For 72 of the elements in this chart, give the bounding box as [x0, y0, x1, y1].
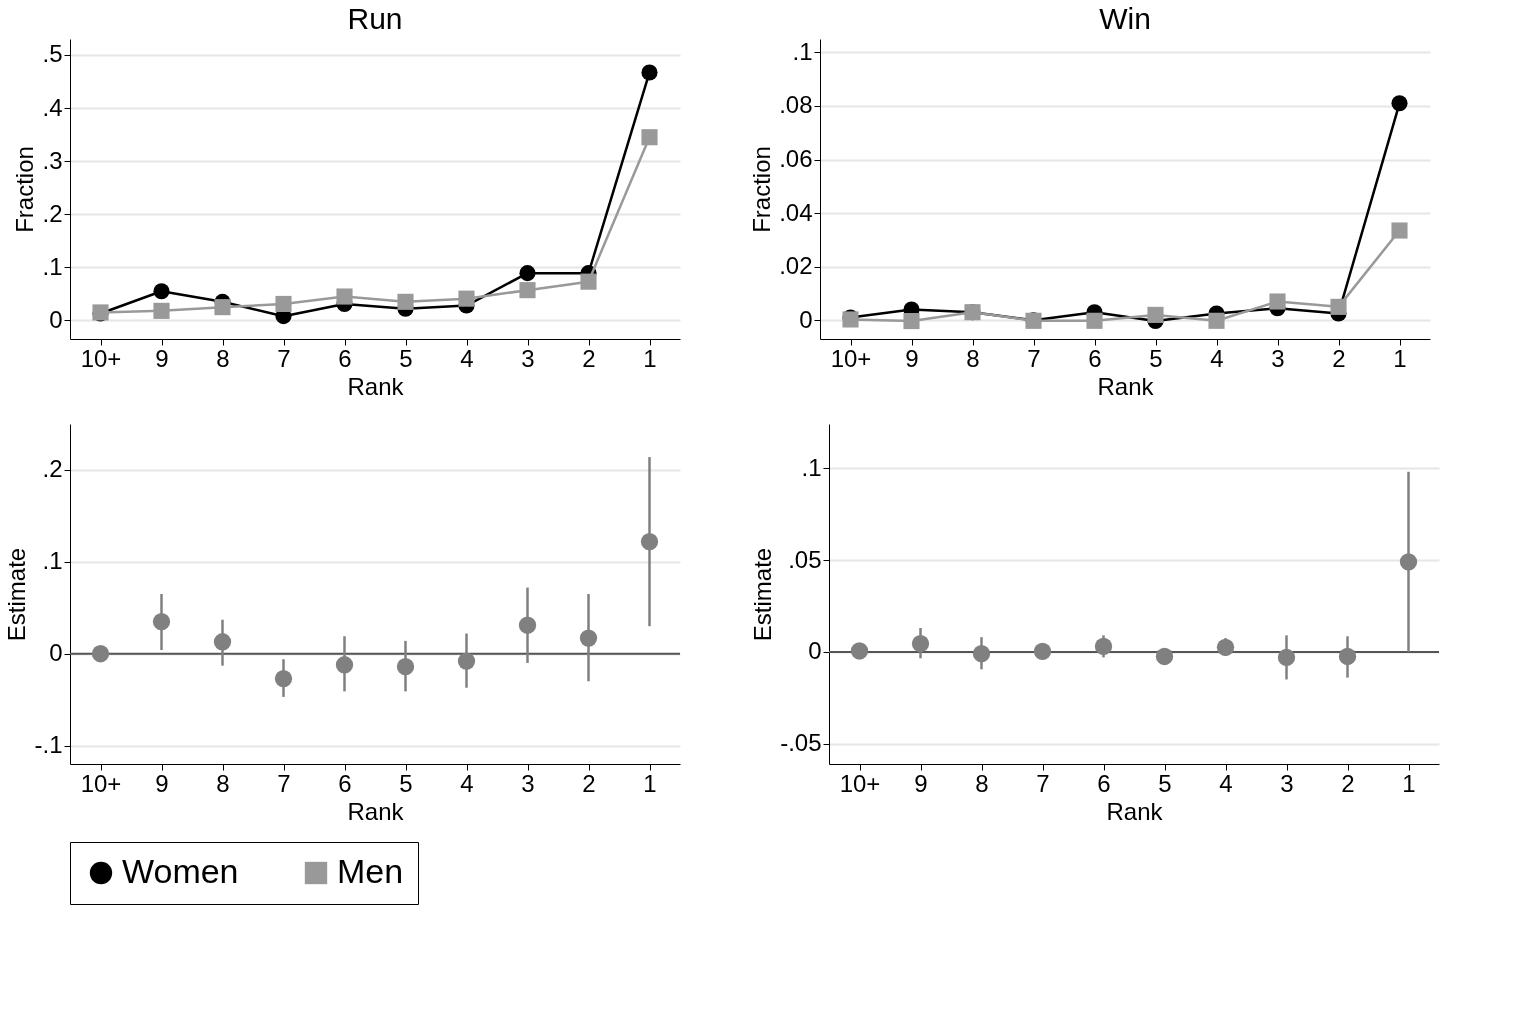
x-tick-label: 2	[582, 769, 596, 797]
y-tick-label: .04	[779, 198, 813, 226]
x-tick-label: 5	[1158, 769, 1172, 797]
x-axis-title: Rank	[347, 797, 405, 825]
x-tick-label: 8	[975, 769, 989, 797]
y-tick-label: .2	[42, 455, 63, 483]
chart-title: Win	[1099, 2, 1151, 35]
y-axis-title: Fraction	[748, 146, 776, 233]
y-tick-label: 0	[808, 637, 822, 665]
x-tick-label: 10+	[830, 344, 872, 372]
x-tick-label: 3	[521, 344, 535, 372]
x-tick-label: 1	[643, 769, 657, 797]
x-tick-label: 1	[1393, 344, 1407, 372]
y-tick-label: .4	[42, 93, 63, 121]
x-tick-label: 8	[216, 344, 230, 372]
y-tick-label: -.1	[34, 731, 63, 759]
x-tick-label: 7	[1036, 769, 1050, 797]
y-axis-title: Estimate	[749, 547, 777, 642]
y-tick-label: .1	[792, 37, 813, 65]
x-tick-label: 1	[1402, 769, 1416, 797]
y-axis-title: Estimate	[3, 547, 31, 642]
y-tick-label: 0	[49, 305, 63, 333]
x-tick-label: 6	[338, 344, 352, 372]
legend-label: Women	[122, 852, 239, 890]
y-tick-label: .05	[788, 545, 822, 573]
x-tick-label: 9	[155, 769, 169, 797]
x-tick-label: 9	[155, 344, 169, 372]
x-tick-label: 3	[521, 769, 535, 797]
x-tick-label: 10+	[80, 344, 122, 372]
y-tick-label: 0	[49, 639, 63, 667]
x-tick-label: 5	[399, 344, 413, 372]
x-tick-label: 2	[582, 344, 596, 372]
x-tick-label: 7	[1027, 344, 1041, 372]
x-tick-label: 6	[1088, 344, 1102, 372]
x-tick-label: 7	[277, 344, 291, 372]
x-tick-label: 2	[1332, 344, 1346, 372]
x-tick-label: 4	[460, 769, 474, 797]
y-tick-label: .1	[42, 252, 63, 280]
x-tick-label: 9	[914, 769, 928, 797]
x-tick-label: 10+	[80, 769, 122, 797]
y-tick-label: -.05	[780, 729, 822, 757]
x-axis-title: Rank	[347, 372, 405, 400]
x-axis-title: Rank	[1097, 372, 1155, 400]
y-tick-label: .1	[42, 547, 63, 575]
x-tick-label: 3	[1271, 344, 1285, 372]
x-tick-label: 7	[277, 769, 291, 797]
y-tick-label: .5	[42, 40, 63, 68]
x-tick-label: 6	[338, 769, 352, 797]
x-tick-label: 10+	[839, 769, 881, 797]
y-tick-label: 0	[799, 305, 813, 333]
y-tick-label: .3	[42, 146, 63, 174]
x-tick-label: 1	[643, 344, 657, 372]
x-tick-label: 4	[1219, 769, 1233, 797]
x-axis-title: Rank	[1106, 797, 1164, 825]
y-axis-title: Fraction	[11, 146, 39, 233]
x-tick-label: 9	[905, 344, 919, 372]
y-tick-label: .1	[801, 453, 822, 481]
x-tick-label: 4	[1210, 344, 1224, 372]
y-tick-label: .02	[779, 252, 813, 280]
y-tick-label: .06	[779, 145, 813, 173]
y-tick-label: .08	[779, 91, 813, 119]
chart-title: Run	[347, 2, 403, 35]
x-tick-label: 6	[1097, 769, 1111, 797]
legend-label: Men	[337, 852, 404, 890]
y-tick-label: .2	[42, 199, 63, 227]
x-tick-label: 2	[1341, 769, 1355, 797]
x-tick-label: 5	[399, 769, 413, 797]
x-tick-label: 8	[216, 769, 230, 797]
x-tick-label: 4	[460, 344, 474, 372]
x-tick-label: 8	[966, 344, 980, 372]
x-tick-label: 3	[1280, 769, 1294, 797]
x-tick-label: 5	[1149, 344, 1163, 372]
